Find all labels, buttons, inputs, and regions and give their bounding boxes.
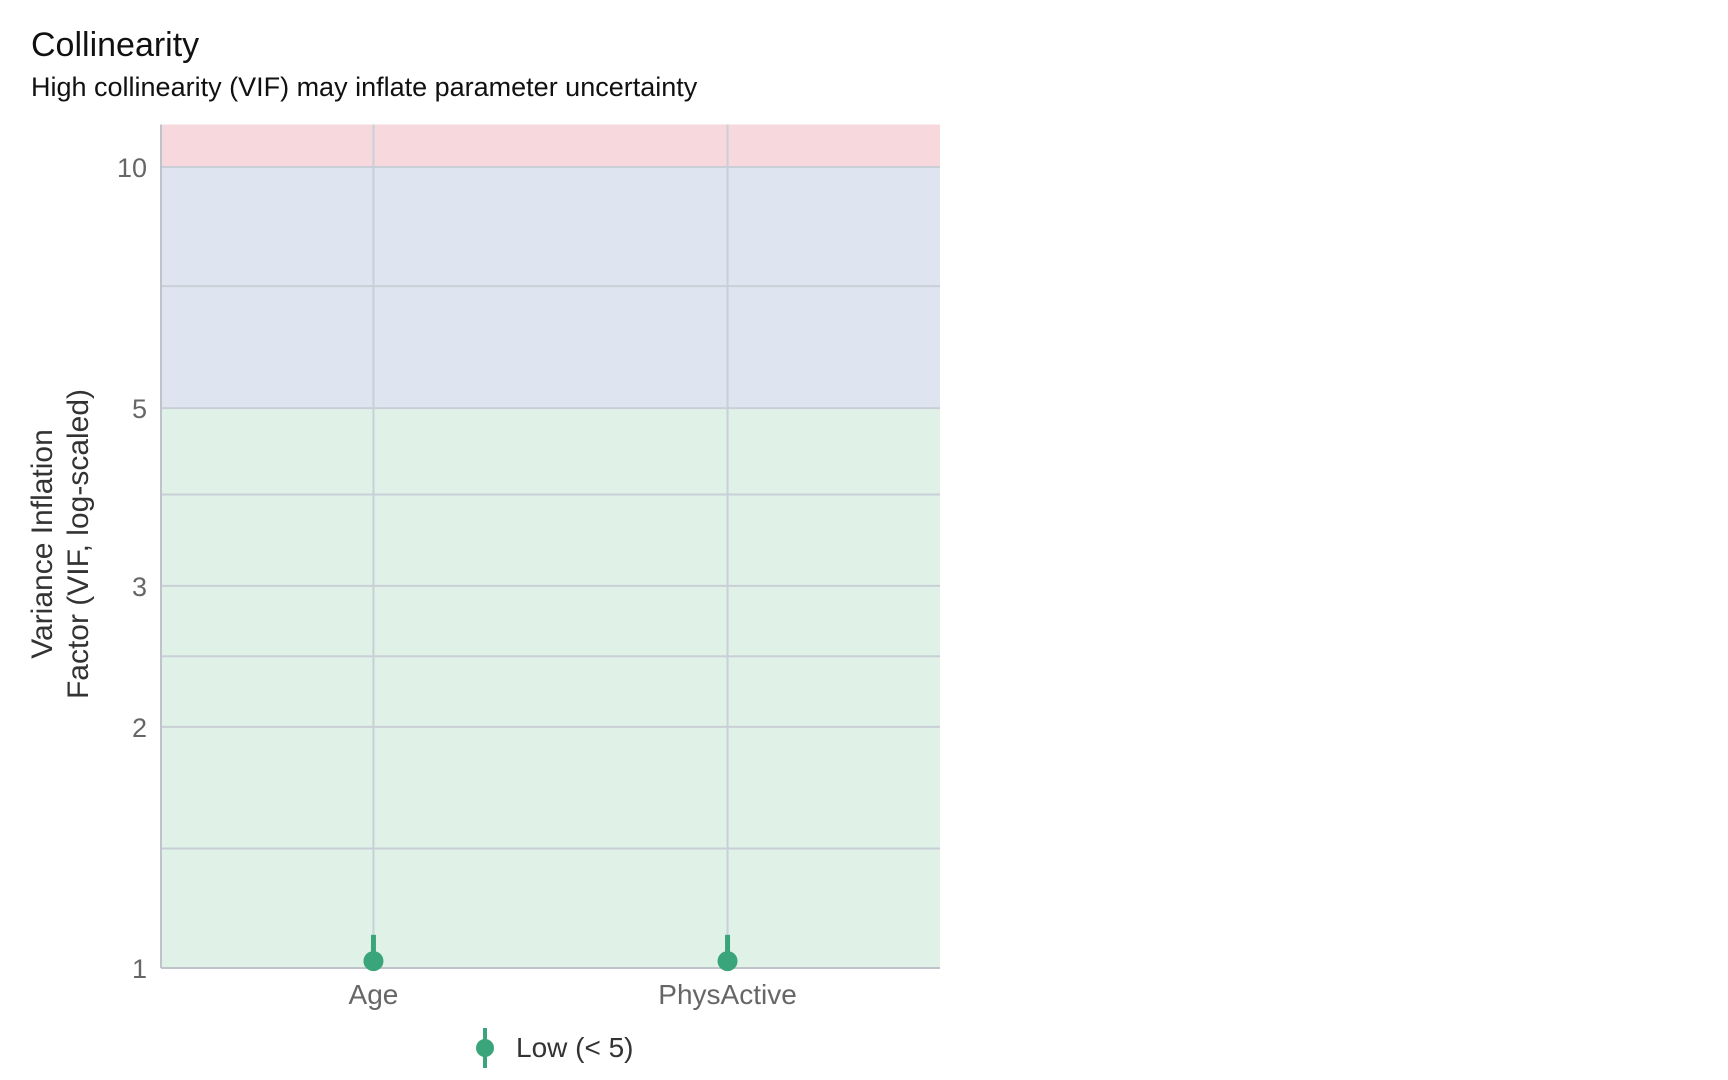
y-axis-title-line-1: Variance Inflation [26, 429, 59, 659]
y-tick-label-2: 3 [132, 572, 147, 602]
data-point-0-0 [363, 951, 384, 972]
y-tick-label-1: 2 [132, 713, 147, 743]
band-2 [161, 124, 940, 167]
legend: Low (< 5) [470, 1026, 634, 1070]
data-point-0-1 [717, 951, 738, 972]
chart-title: Collinearity [31, 26, 200, 64]
chart-subtitle: High collinearity (VIF) may inflate para… [31, 72, 698, 102]
y-axis-title: Variance Inflation Factor (VIF, log-scal… [25, 389, 97, 699]
y-axis-title-line-2: Factor (VIF, log-scaled) [62, 388, 95, 700]
band-0 [161, 408, 940, 969]
band-1 [161, 167, 940, 409]
legend-label-low: Low (< 5) [516, 1032, 634, 1063]
y-tick-label-4: 10 [117, 153, 147, 183]
legend-key-icon [476, 1028, 494, 1068]
y-tick-label-3: 5 [132, 394, 147, 424]
y-tick-label-0: 1 [132, 954, 147, 984]
x-tick-label-1: PhysActive [658, 979, 797, 1010]
x-tick-label-0: Age [349, 979, 399, 1010]
